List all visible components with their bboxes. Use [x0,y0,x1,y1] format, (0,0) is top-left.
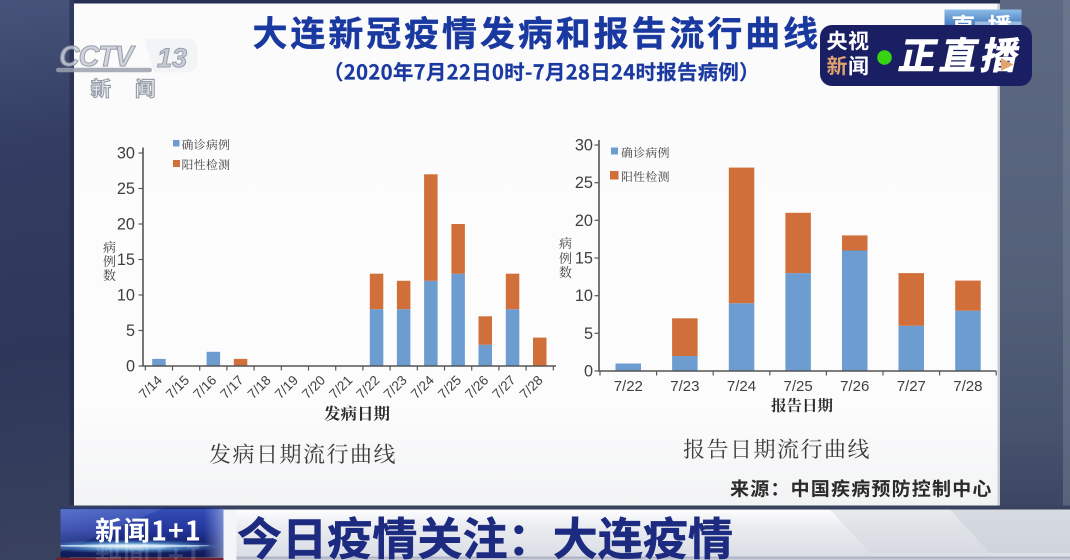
svg-text:15: 15 [117,251,135,269]
svg-text:10: 10 [575,287,593,305]
svg-text:7/26: 7/26 [840,378,869,395]
svg-text:7/27: 7/27 [897,378,926,395]
svg-text:7/23: 7/23 [670,378,699,395]
svg-text:25: 25 [575,174,593,192]
svg-text:30: 30 [575,137,593,155]
svg-text:15: 15 [575,250,593,268]
svg-text:7/28: 7/28 [953,378,982,395]
svg-text:10: 10 [117,287,135,305]
svg-text:7/24: 7/24 [727,378,756,395]
svg-text:7/25: 7/25 [783,378,812,395]
svg-text:0: 0 [126,358,135,376]
svg-text:7/22: 7/22 [614,378,643,395]
svg-text:5: 5 [584,325,593,343]
svg-text:5: 5 [126,322,135,340]
svg-text:25: 25 [117,180,135,198]
svg-text:13: 13 [157,43,187,73]
svg-text:20: 20 [117,216,135,234]
svg-text:0: 0 [584,363,593,381]
svg-text:30: 30 [117,145,135,163]
svg-text:CCTV: CCTV [59,41,136,73]
svg-text:20: 20 [575,212,593,230]
